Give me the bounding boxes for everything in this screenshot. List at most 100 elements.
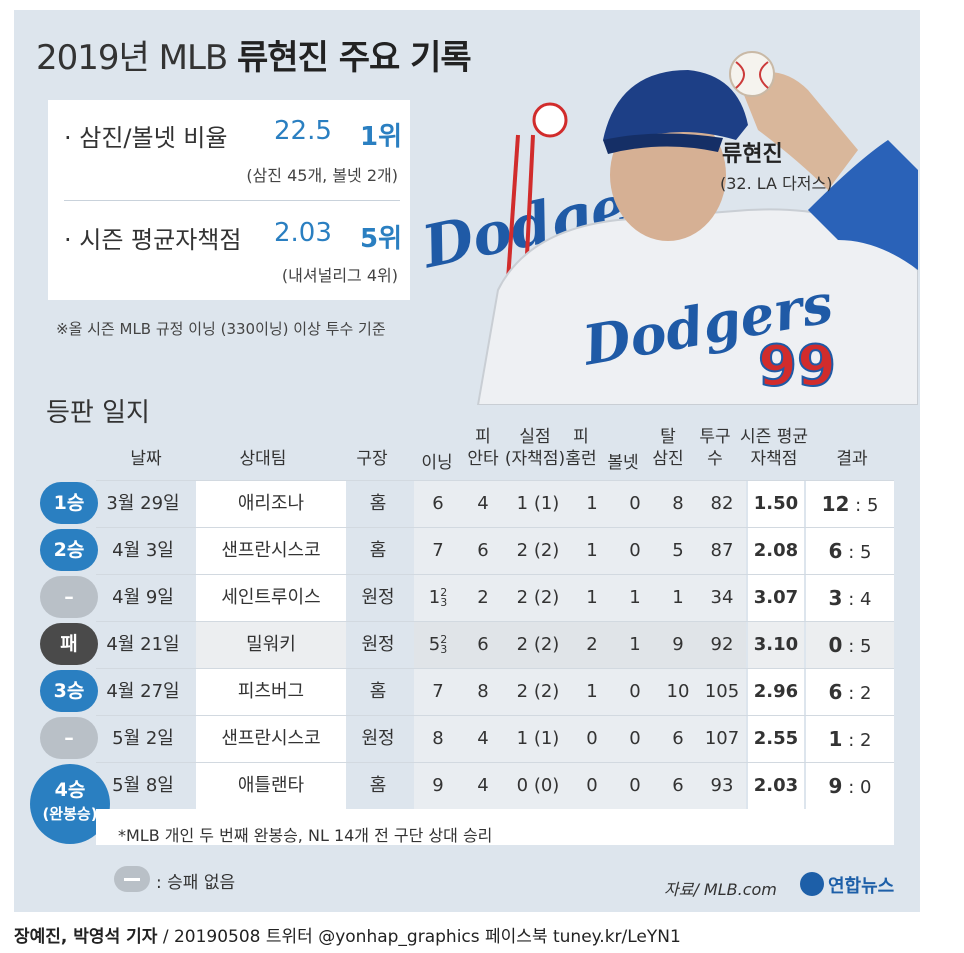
baseball-icon [729, 51, 775, 97]
jersey-number: 99 [758, 334, 836, 399]
badge-label: 4승 [54, 779, 86, 801]
cell-innings: 7 [414, 528, 462, 574]
cell-era: 2.55 [753, 728, 799, 749]
score-sep: : [842, 589, 860, 610]
cell-bb: 0 [629, 728, 641, 749]
stat-value: 22.5 [274, 116, 332, 146]
result-badge: 3승 [40, 670, 98, 712]
source: 자료/ MLB.com [664, 880, 777, 899]
result-badge: 1승 [40, 482, 98, 524]
cell-venue: 원정 [361, 634, 395, 655]
score-them: 5 [859, 636, 872, 657]
cell-so: 1 [672, 587, 684, 608]
score-them: 4 [859, 589, 872, 610]
cell-runs: 2 (2) [516, 540, 560, 561]
cell-opponent: 애틀랜타 [237, 775, 305, 796]
cell-bb: 0 [629, 493, 641, 514]
cell-era: 2.96 [753, 681, 799, 702]
cell-venue: 홈 [369, 681, 387, 702]
stat-label: · 시즌 평균자책점 [64, 226, 242, 254]
cell-venue: 홈 [369, 493, 387, 514]
score-us: 6 [828, 680, 843, 704]
innings-whole: 9 [432, 775, 444, 796]
cell-innings: 52 3 [414, 622, 462, 668]
cell-hr: 0 [586, 728, 598, 749]
legend-dash [124, 878, 140, 881]
cell-bb: 0 [629, 540, 641, 561]
cell-pitches: 107 [704, 728, 740, 749]
cell-opponent: 밀워키 [246, 634, 296, 655]
footnote: *MLB 개인 두 번째 완봉승, NL 14개 전 구단 상대 승리 [118, 826, 493, 845]
cell-pitches: 105 [704, 681, 740, 702]
header-era: 시즌 평균 자책점 [740, 427, 808, 469]
table-row: 4월 21일 밀워키 원정 52 3 6 2 (2) 2 1 9 92 3.10 0 : 5 [96, 621, 894, 668]
cell-bb: 1 [629, 587, 641, 608]
score-them: 2 [859, 730, 872, 751]
badge-sublabel: (완봉승) [42, 805, 98, 823]
cell-runs: 2 (2) [516, 587, 560, 608]
cell-bb: 0 [629, 681, 641, 702]
score-us: 9 [828, 774, 843, 798]
cell-so: 9 [672, 634, 684, 655]
stat-label: · 삼진/볼넷 비율 [64, 124, 228, 152]
cell-opponent: 샌프란시스코 [221, 728, 321, 749]
cell-result: 12 : 5 [806, 481, 894, 527]
cell-so: 8 [672, 493, 684, 514]
cell-hr: 1 [586, 493, 598, 514]
cell-result: 6 : 2 [806, 669, 894, 715]
cell-runs: 2 (2) [516, 634, 560, 655]
score-us: 12 [821, 492, 850, 516]
cell-runs: 1 (1) [516, 493, 560, 514]
cell-innings: 12 3 [414, 575, 462, 621]
page-title: 2019년 MLB 류현진 주요 기록 [36, 30, 472, 79]
score-us: 0 [828, 633, 843, 657]
header-pitches: 투구 수 [699, 427, 731, 469]
header-bb: 볼넷 [607, 453, 639, 473]
cell-date: 4월 27일 [106, 681, 180, 702]
cell-hits: 4 [477, 493, 489, 514]
stat-rank: 1위 [360, 122, 403, 152]
legend-text: : 승패 없음 [156, 873, 236, 893]
cell-hits: 8 [477, 681, 489, 702]
stat-sub: (삼진 45개, 볼넷 2개) [246, 166, 398, 185]
table-row: 4월 27일 피츠버그 홈 7 8 2 (2) 1 0 10 105 2.96 6 : 2 [96, 668, 894, 715]
cell-runs: 1 (1) [516, 728, 560, 749]
stats-box: · 삼진/볼넷 비율 22.5 1위 (삼진 45개, 볼넷 2개) · 시즌 … [48, 100, 410, 300]
score-us: 3 [828, 586, 843, 610]
cell-venue: 홈 [369, 775, 387, 796]
score-us: 1 [828, 727, 843, 751]
cell-date: 4월 9일 [112, 587, 174, 608]
header-innings: 이닝 [421, 453, 453, 473]
stat-value: 2.03 [274, 218, 332, 248]
stat-sub: (내셔널리그 4위) [281, 266, 398, 285]
cell-result: 1 : 2 [806, 716, 894, 762]
score-sep: : [842, 730, 860, 751]
title-bold: 류현진 주요 기록 [237, 38, 472, 78]
cell-so: 5 [672, 540, 684, 561]
player-info: (32. LA 다저스) [720, 174, 833, 193]
cell-bb: 1 [629, 634, 641, 655]
cell-innings: 6 [414, 481, 462, 527]
cell-pitches: 92 [710, 634, 734, 655]
table-row: 4월 3일 샌프란시스코 홈 7 6 2 (2) 1 0 5 87 2.08 6 : 5 [96, 527, 894, 574]
header-hr: 피 홈런 [565, 427, 597, 469]
player-photo: Dodgers Dodgers 99 [418, 51, 918, 405]
score-sep: : [842, 777, 860, 798]
cell-era: 3.10 [753, 634, 799, 655]
header-hits: 피 안타 [467, 427, 499, 469]
cell-pitches: 87 [710, 540, 734, 561]
cell-era: 3.07 [753, 587, 799, 608]
stat-row-kbb: · 삼진/볼넷 비율 22.5 1위 [64, 116, 402, 153]
cell-hr: 1 [586, 540, 598, 561]
baseball-logo-icon [532, 102, 568, 138]
cell-venue: 원정 [361, 587, 395, 608]
cell-venue: 원정 [361, 728, 395, 749]
innings-whole: 6 [432, 493, 444, 514]
cell-era: 1.50 [753, 493, 799, 514]
header-so: 탈 삼진 [652, 427, 684, 469]
cell-date: 3월 29일 [106, 493, 180, 514]
cell-result: 0 : 5 [806, 622, 894, 668]
stat-rank: 5위 [360, 224, 403, 254]
